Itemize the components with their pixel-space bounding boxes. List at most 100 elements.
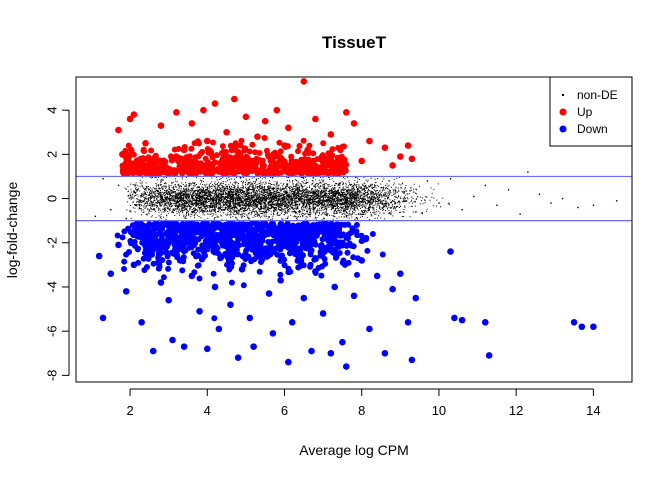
- x-tick-label: 14: [586, 403, 600, 418]
- down-point: [157, 279, 165, 286]
- down-point: [285, 358, 292, 366]
- non-de-point: [218, 206, 220, 209]
- non-de-point: [171, 211, 174, 213]
- up-point: [358, 157, 366, 165]
- up-point: [234, 148, 242, 156]
- non-de-point: [438, 202, 440, 204]
- up-density-cloud: [119, 135, 350, 178]
- down-point: [277, 277, 284, 284]
- legend-marker-down: [559, 125, 567, 133]
- up-point: [169, 155, 176, 163]
- non-de-point: [380, 186, 382, 189]
- up-point: [219, 157, 227, 165]
- non-de-point: [102, 178, 104, 180]
- down-point: [373, 272, 381, 280]
- up-point: [366, 137, 373, 145]
- up-point: [381, 144, 389, 152]
- down-point: [196, 307, 203, 315]
- up-point: [130, 111, 138, 118]
- down-point: [389, 285, 396, 293]
- up-point: [126, 115, 134, 123]
- x-tick-label: 4: [204, 403, 211, 418]
- up-point: [203, 137, 211, 145]
- non-de-point: [426, 180, 429, 182]
- y-tick-label: 0: [45, 195, 60, 202]
- x-tick-label: 2: [126, 403, 133, 418]
- non-de-point-cloud: [114, 135, 450, 322]
- down-point: [342, 363, 350, 370]
- down-point: [238, 265, 246, 273]
- up-point: [389, 162, 396, 169]
- up-point: [149, 159, 157, 167]
- up-point: [119, 151, 126, 158]
- down-point: [485, 352, 493, 359]
- down-point: [590, 323, 597, 331]
- up-point: [342, 109, 350, 116]
- non-de-point: [368, 206, 371, 209]
- down-point: [227, 301, 234, 308]
- up-point: [188, 120, 196, 127]
- down-point: [130, 261, 138, 269]
- up-point: [281, 142, 288, 149]
- non-de-point: [461, 209, 463, 211]
- non-de-point: [538, 193, 541, 195]
- non-de-point: [241, 213, 243, 215]
- y-tick-label: 4: [45, 107, 60, 114]
- y-axis-label: log-fold-change: [4, 182, 20, 279]
- down-point: [300, 294, 308, 302]
- non-de-point: [415, 211, 417, 213]
- x-tick-label: 12: [509, 403, 523, 418]
- down-density-cloud: [114, 219, 386, 322]
- down-point: [308, 347, 315, 355]
- non-de-point: [392, 200, 394, 202]
- down-point: [203, 345, 211, 353]
- up-point: [200, 106, 207, 114]
- plot-frame: [75, 76, 633, 383]
- non-de-point: [206, 186, 209, 189]
- down-point: [412, 294, 420, 302]
- down-point: [165, 296, 172, 304]
- non-de-point: [229, 195, 232, 198]
- down-point: [269, 330, 277, 337]
- down-point: [397, 270, 404, 278]
- down-point: [99, 314, 107, 322]
- up-point: [285, 124, 292, 132]
- up-point: [327, 131, 335, 138]
- down-point: [223, 250, 230, 258]
- down-point: [350, 292, 358, 300]
- legend-label-up: Up: [577, 105, 593, 119]
- down-point: [451, 314, 458, 322]
- x-tick-label: 6: [281, 403, 288, 418]
- down-point: [149, 347, 157, 355]
- up-point: [404, 142, 412, 149]
- up-point: [304, 146, 311, 154]
- down-point: [312, 268, 319, 275]
- up-point: [300, 78, 308, 85]
- non-de-point: [345, 215, 348, 218]
- non-de-point: [253, 191, 255, 193]
- up-point: [142, 140, 149, 147]
- up-point: [223, 128, 230, 136]
- y-tick-label: -2: [45, 237, 60, 249]
- non-de-point: [125, 217, 127, 220]
- non-de-point: [403, 191, 405, 193]
- threshold-lines: [76, 175, 632, 222]
- x-axis-label: Average log CPM: [299, 442, 408, 458]
- non-de-point: [322, 204, 324, 206]
- up-point: [231, 95, 238, 103]
- down-point: [95, 252, 103, 260]
- legend-marker-non-de: [562, 94, 564, 96]
- non-de-point: [484, 184, 487, 187]
- non-de-point: [137, 189, 139, 191]
- up-point: [292, 159, 300, 167]
- down-point: [366, 325, 373, 333]
- non-de-point: [449, 178, 452, 180]
- non-de-point: [473, 195, 475, 198]
- up-point: [157, 122, 165, 129]
- non-de-point: [183, 193, 185, 195]
- non-de-point: [577, 206, 579, 209]
- down-point: [200, 243, 207, 251]
- down-point: [331, 283, 338, 291]
- y-tick-label: -6: [45, 325, 60, 337]
- non-de-point: [527, 171, 529, 173]
